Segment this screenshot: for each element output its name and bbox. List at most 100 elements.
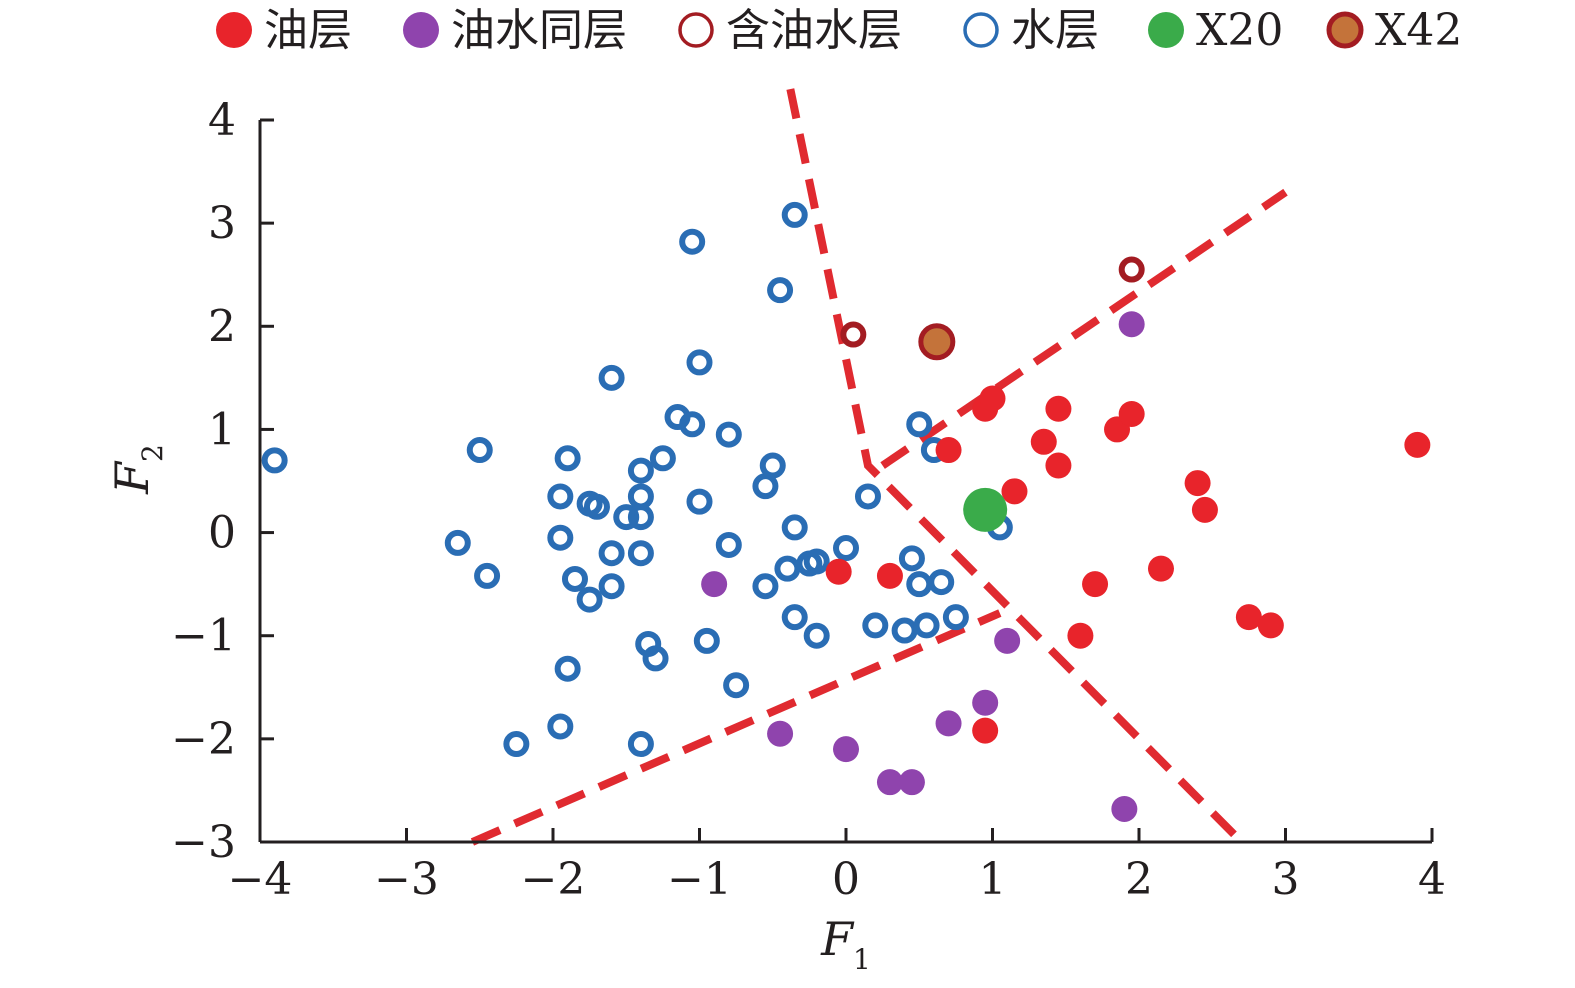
data-point — [767, 720, 794, 747]
data-point — [767, 277, 794, 304]
data-point — [554, 655, 581, 682]
data-point — [1045, 452, 1072, 479]
y-axis-title-main: F — [105, 460, 159, 495]
legend-item: 水层 — [963, 5, 1099, 56]
legend-label: 含油水层 — [726, 5, 902, 56]
data-point — [918, 323, 956, 361]
x-axis-title: F1 — [820, 912, 871, 976]
data-point — [627, 504, 654, 531]
x-axis-title-sub: 1 — [853, 943, 871, 976]
data-point — [561, 565, 588, 592]
legend: 油层 油水同层 含油水层 水层 X20 X42 — [216, 5, 1462, 56]
data-point — [1235, 604, 1262, 631]
data-point — [833, 736, 859, 763]
data-point — [686, 488, 713, 515]
data-point — [898, 545, 925, 572]
data-points — [261, 201, 1431, 822]
y-tick-label: 0 — [208, 508, 236, 559]
y-tick-label: −2 — [171, 714, 236, 765]
y-axis-ticks: −3 −2 −1 0 1 2 3 4 — [171, 95, 274, 868]
data-point — [598, 540, 625, 567]
data-point — [963, 487, 1008, 532]
data-point — [1045, 395, 1072, 422]
data-point — [935, 710, 962, 737]
data-point — [715, 421, 742, 448]
data-point — [261, 447, 288, 474]
legend-label: 油层 — [264, 5, 352, 56]
data-point — [715, 531, 742, 558]
data-point — [994, 627, 1021, 654]
x-tick-label: −3 — [374, 854, 439, 905]
data-point — [1067, 622, 1094, 649]
data-point — [876, 562, 903, 589]
legend-marker — [216, 12, 252, 48]
data-point — [752, 473, 779, 500]
data-point — [825, 558, 852, 585]
data-point — [547, 713, 574, 740]
data-point — [1082, 571, 1109, 598]
legend-marker — [403, 12, 439, 48]
data-point — [1030, 428, 1057, 455]
data-point — [554, 445, 581, 472]
data-point — [781, 514, 808, 541]
data-point — [547, 524, 574, 551]
legend-marker — [963, 12, 999, 48]
y-tick-label: −3 — [171, 817, 236, 868]
data-point — [444, 529, 471, 556]
legend-item: 油水同层 — [403, 5, 627, 56]
data-point — [466, 437, 493, 464]
data-point — [1257, 612, 1284, 639]
data-point — [928, 569, 955, 596]
data-point — [547, 483, 574, 510]
data-point — [627, 731, 654, 758]
legend-label: 水层 — [1011, 5, 1099, 56]
data-point — [503, 731, 530, 758]
x-tick-label: 2 — [1125, 854, 1153, 905]
data-point — [972, 717, 999, 744]
x-axis-title-main: F — [820, 912, 855, 966]
data-point — [935, 437, 962, 464]
data-point — [679, 411, 706, 438]
data-point — [781, 201, 808, 228]
x-tick-label: 3 — [1272, 854, 1300, 905]
y-tick-label: 2 — [208, 301, 236, 352]
legend-item: X20 — [1148, 5, 1283, 56]
data-point — [759, 452, 786, 479]
legend-item: 油层 — [216, 5, 352, 56]
data-point — [701, 571, 728, 598]
y-tick-label: −1 — [171, 611, 236, 662]
data-point — [598, 364, 625, 391]
data-point — [1404, 431, 1431, 458]
data-point — [854, 483, 881, 510]
data-point — [1001, 478, 1028, 505]
data-point — [686, 349, 713, 376]
data-point — [1118, 311, 1145, 338]
data-point — [891, 617, 918, 644]
data-point — [979, 385, 1006, 412]
data-point — [972, 689, 999, 716]
data-point — [613, 504, 640, 531]
data-point — [649, 445, 676, 472]
legend-label: X42 — [1375, 5, 1462, 56]
data-point — [906, 571, 933, 598]
legend-item: 含油水层 — [678, 5, 902, 56]
data-point — [840, 321, 867, 348]
boundary-lines — [470, 88, 1288, 846]
data-point — [583, 493, 610, 520]
boundary-line — [470, 609, 1002, 846]
data-point — [723, 672, 750, 699]
data-point — [693, 627, 720, 654]
data-point — [781, 604, 808, 631]
data-point — [1111, 795, 1138, 822]
legend-label: 油水同层 — [451, 5, 627, 56]
x-tick-label: 4 — [1418, 854, 1446, 905]
data-point — [906, 411, 933, 438]
data-point — [1191, 496, 1218, 523]
data-point — [474, 562, 501, 589]
data-point — [833, 535, 859, 562]
data-point — [803, 622, 830, 649]
data-point — [642, 645, 669, 672]
y-axis-title-sub: 2 — [136, 444, 169, 462]
